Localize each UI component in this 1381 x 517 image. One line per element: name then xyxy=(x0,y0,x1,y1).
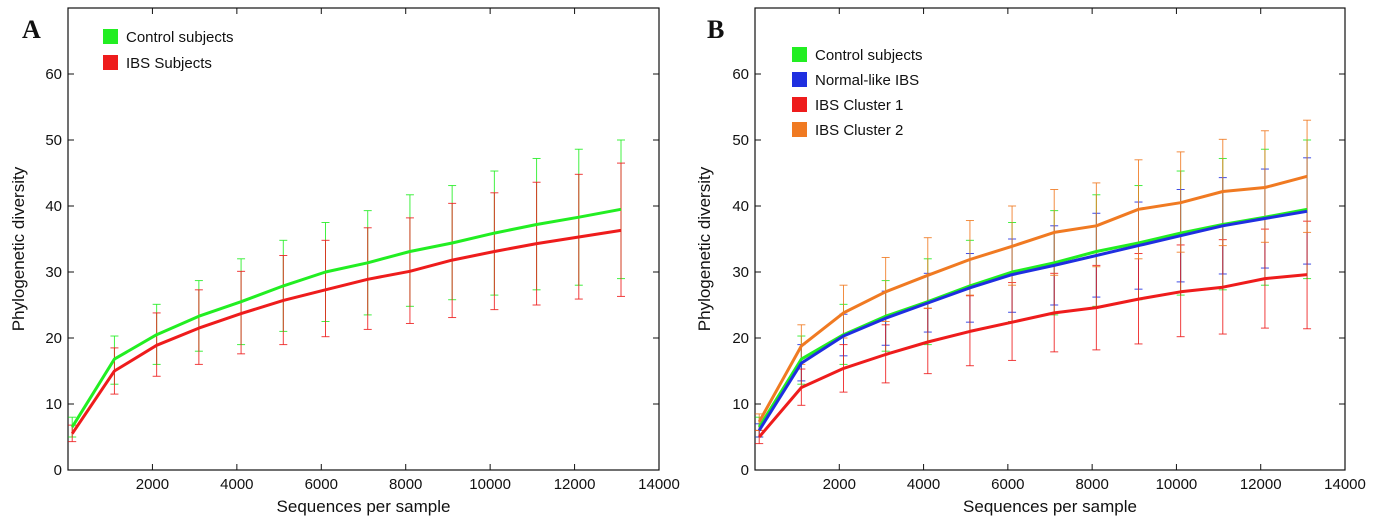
x-tick-label: 14000 xyxy=(1324,476,1366,493)
x-tick-label: 8000 xyxy=(1075,476,1108,493)
series-ibs-cluster-1 xyxy=(755,220,1312,445)
y-tick-label: 50 xyxy=(45,132,62,149)
series-control-subjects xyxy=(755,139,1312,438)
y-tick-label: 30 xyxy=(45,264,62,281)
legend-label: IBS Cluster 2 xyxy=(815,122,903,139)
legend-label: Control subjects xyxy=(815,47,923,64)
x-tick-label: 4000 xyxy=(220,476,253,493)
x-tick-label: 12000 xyxy=(554,476,596,493)
y-tick-label: 0 xyxy=(741,462,749,479)
y-tick-label: 30 xyxy=(732,264,749,281)
x-tick-label: 12000 xyxy=(1240,476,1282,493)
y-tick-label: 10 xyxy=(732,396,749,413)
plot-frame xyxy=(67,7,660,471)
legend-swatch xyxy=(792,47,807,62)
legend: Control subjects Normal-like IBS IBS Clust… xyxy=(792,47,923,139)
x-axis-title: Sequences per sample xyxy=(277,497,451,516)
x-tick-label: 4000 xyxy=(907,476,940,493)
panel-label: B xyxy=(707,15,724,44)
legend: Control subjects IBS Subjects xyxy=(103,29,234,72)
y-tick-label: 20 xyxy=(732,330,749,347)
x-tick-label: 2000 xyxy=(823,476,856,493)
legend-swatch xyxy=(792,72,807,87)
y-tick-label: 60 xyxy=(732,66,749,83)
series-ibs-subjects xyxy=(68,162,626,443)
x-tick-label: 2000 xyxy=(136,476,169,493)
chart-panel-b: B 0 10 20 30 40 50 60 2000 4000 6000 8000 10000 12000… xyxy=(695,7,1366,516)
series-normal-like-ibs xyxy=(755,157,1312,438)
y-tick-label: 60 xyxy=(45,66,62,83)
legend-swatch xyxy=(792,97,807,112)
y-tick-label: 20 xyxy=(45,330,62,347)
series-control-subjects xyxy=(68,139,626,438)
legend-swatch xyxy=(103,29,118,44)
legend-swatch xyxy=(792,122,807,137)
legend-swatch xyxy=(103,55,118,70)
legend-label: Control subjects xyxy=(126,29,234,46)
chart-panel-a: A 0 10 20 30 40 50 60 2000 4000 6000 8000 10000 12000… xyxy=(9,7,680,516)
x-tick-label: 10000 xyxy=(1156,476,1198,493)
series-line-ibs-subjects xyxy=(70,228,622,435)
plot-frame xyxy=(754,7,1346,471)
legend-label: IBS Subjects xyxy=(126,55,212,72)
legend-label: Normal-like IBS xyxy=(815,72,919,89)
panel-label: A xyxy=(22,15,41,44)
y-axis-title: Phylogenetic diversity xyxy=(695,166,714,331)
y-tick-label: 50 xyxy=(732,132,749,149)
x-tick-label: 14000 xyxy=(638,476,680,493)
y-axis-title: Phylogenetic diversity xyxy=(9,166,28,331)
series-line-ibs-cluster-2 xyxy=(757,174,1308,423)
x-tick-label: 6000 xyxy=(305,476,338,493)
y-tick-label: 40 xyxy=(45,198,62,215)
legend-label: IBS Cluster 1 xyxy=(815,97,903,114)
y-tick-label: 10 xyxy=(45,396,62,413)
series-line-ibs-cluster-1 xyxy=(758,273,1308,438)
y-tick-label: 40 xyxy=(732,198,749,215)
x-tick-label: 10000 xyxy=(469,476,511,493)
x-axis-title: Sequences per sample xyxy=(963,497,1137,516)
series-line-control-subjects xyxy=(70,207,622,428)
x-tick-label: 6000 xyxy=(991,476,1024,493)
series-line-normal-like-ibs xyxy=(757,209,1308,432)
x-tick-label: 8000 xyxy=(389,476,422,493)
y-tick-label: 0 xyxy=(54,462,62,479)
series-ibs-cluster-2 xyxy=(755,119,1312,431)
